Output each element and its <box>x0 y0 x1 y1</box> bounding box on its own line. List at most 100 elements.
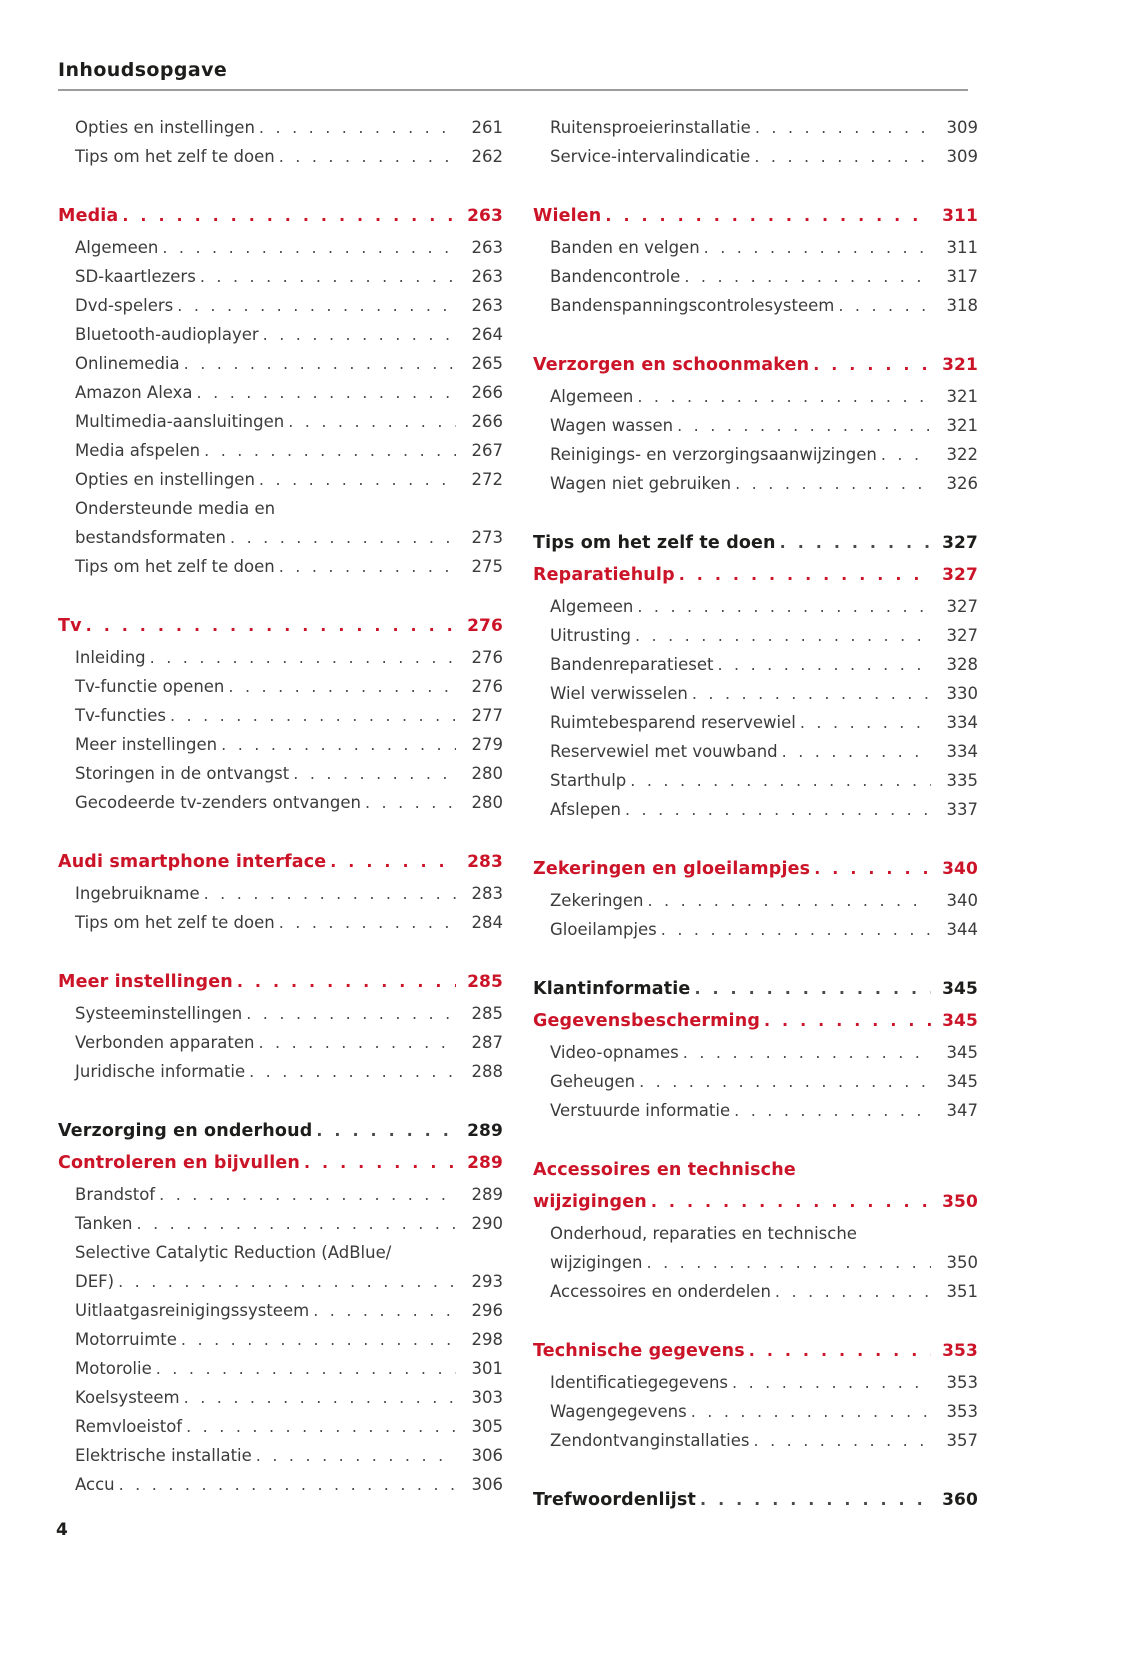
toc-entry-item[interactable]: Verbonden apparaten. . . . . . . . . . .… <box>58 1034 503 1064</box>
toc-entry-item[interactable]: Wagen niet gebruiken. . . . . . . . . . … <box>533 475 978 505</box>
toc-entry-item[interactable]: Tv-functie openen. . . . . . . . . . . .… <box>58 678 503 708</box>
toc-entry-item[interactable]: Motorolie. . . . . . . . . . . . . . . .… <box>58 1360 503 1390</box>
toc-entry-item[interactable]: Tips om het zelf te doen. . . . . . . . … <box>58 148 503 178</box>
toc-entry-item[interactable]: Onlinemedia. . . . . . . . . . . . . . .… <box>58 355 503 385</box>
toc-entry-item[interactable]: Gecodeerde tv-zenders ontvangen. . . . .… <box>58 794 503 824</box>
toc-entry-item[interactable]: Tanken. . . . . . . . . . . . . . . . . … <box>58 1215 503 1245</box>
toc-entry-item[interactable]: Opties en instellingen. . . . . . . . . … <box>58 471 503 501</box>
toc-entry-item[interactable]: Bandenreparatieset. . . . . . . . . . . … <box>533 656 978 686</box>
toc-entry-section[interactable]: Zekeringen en gloeilampjes. . . . . . . … <box>533 860 978 893</box>
toc-entry-item[interactable]: wijzigingen. . . . . . . . . . . . . . .… <box>533 1254 978 1284</box>
toc-entry-section[interactable]: Tv. . . . . . . . . . . . . . . . . . . … <box>58 617 503 650</box>
toc-entry-item[interactable]: Amazon Alexa. . . . . . . . . . . . . . … <box>58 384 503 414</box>
toc-entry-item[interactable]: Bandencontrole. . . . . . . . . . . . . … <box>533 268 978 298</box>
toc-entry-item[interactable]: Bluetooth-audioplayer. . . . . . . . . .… <box>58 326 503 356</box>
toc-entry-item[interactable]: Elektrische installatie. . . . . . . . .… <box>58 1446 504 1477</box>
toc-entry-item[interactable]: Motorruimte. . . . . . . . . . . . . . .… <box>58 1331 503 1361</box>
toc-entry-item[interactable]: Brandstof. . . . . . . . . . . . . . . .… <box>58 1186 503 1216</box>
toc-entry-item[interactable]: Uitlaatgasreinigingssysteem. . . . . . .… <box>58 1302 503 1332</box>
leader-dots: . . . . . . . . . . . . . . . . . . . . … <box>316 1123 456 1139</box>
toc-entry-item[interactable]: Verstuurde informatie. . . . . . . . . .… <box>533 1102 978 1132</box>
toc-entry-item[interactable]: Inleiding. . . . . . . . . . . . . . . .… <box>58 649 503 679</box>
toc-entry-chapter[interactable]: Trefwoordenlijst. . . . . . . . . . . . … <box>533 1491 978 1524</box>
toc-entry-item[interactable]: Accessoires en onderdelen. . . . . . . .… <box>533 1283 978 1313</box>
toc-entry-item[interactable]: Gloeilampjes. . . . . . . . . . . . . . … <box>533 921 978 951</box>
toc-entry-item[interactable]: Tv-functies. . . . . . . . . . . . . . .… <box>58 707 503 737</box>
toc-entry-item[interactable]: Zekeringen. . . . . . . . . . . . . . . … <box>533 892 978 922</box>
toc-entry-page: 285 <box>467 972 503 992</box>
toc-entry-item[interactable]: Geheugen. . . . . . . . . . . . . . . . … <box>533 1073 978 1103</box>
toc-entry-item[interactable]: Tips om het zelf te doen. . . . . . . . … <box>58 558 503 588</box>
toc-entry-item[interactable]: Banden en velgen. . . . . . . . . . . . … <box>533 239 978 269</box>
toc-entry-item[interactable]: Accu. . . . . . . . . . . . . . . . . . … <box>58 1476 503 1506</box>
toc-entry-page: 306 <box>471 1446 504 1465</box>
toc-entry-label: Accessoires en technische <box>533 1160 796 1180</box>
toc-entry-chapter[interactable]: Tips om het zelf te doen. . . . . . . . … <box>533 534 978 567</box>
leader-dots: . . . . . . . . . . . . . . . . . . . . … <box>813 357 931 373</box>
toc-entry-page: 327 <box>946 626 979 645</box>
toc-entry-item[interactable]: Opties en instellingen. . . . . . . . . … <box>58 119 503 149</box>
leader-dots: . . . . . . . . . . . . . . . . . . . . … <box>690 1404 931 1420</box>
toc-entry-page: 322 <box>946 445 979 464</box>
toc-entry-item[interactable]: Algemeen. . . . . . . . . . . . . . . . … <box>58 239 503 269</box>
toc-entry-item[interactable]: Uitrusting. . . . . . . . . . . . . . . … <box>533 626 979 657</box>
toc-entry-page: 345 <box>946 1043 979 1062</box>
toc-entry-item[interactable]: Ruimtebesparend reservewiel. . . . . . .… <box>533 713 979 744</box>
toc-entry-item[interactable]: SD-kaartlezers. . . . . . . . . . . . . … <box>58 268 503 298</box>
toc-entry-item[interactable]: Ruitensproeierinstallatie. . . . . . . .… <box>533 119 978 149</box>
toc-entry-section[interactable]: Wielen. . . . . . . . . . . . . . . . . … <box>533 207 978 240</box>
toc-entry-section[interactable]: Meer instellingen. . . . . . . . . . . .… <box>58 972 503 1006</box>
toc-entry-item[interactable]: Service-intervalindicatie. . . . . . . .… <box>533 148 978 178</box>
toc-entry-item[interactable]: bestandsformaten. . . . . . . . . . . . … <box>58 528 503 559</box>
toc-entry-section[interactable]: Reparatiehulp. . . . . . . . . . . . . .… <box>533 566 978 599</box>
toc-entry-section[interactable]: Gegevensbescherming. . . . . . . . . . .… <box>533 1012 978 1045</box>
toc-entry-item[interactable]: Onderhoud, reparaties en technische. . .… <box>533 1225 978 1255</box>
toc-entry-item[interactable]: Ingebruikname. . . . . . . . . . . . . .… <box>58 885 503 915</box>
toc-entry-item[interactable]: Reinigings- en verzorgingsaanwijzingen. … <box>533 445 979 476</box>
toc-entry-item[interactable]: Wagen wassen. . . . . . . . . . . . . . … <box>533 416 979 447</box>
toc-entry-section[interactable]: Accessoires en technische. . . . . . . .… <box>533 1160 978 1194</box>
toc-entry-item[interactable]: Wagengegevens. . . . . . . . . . . . . .… <box>533 1403 978 1433</box>
toc-entry-item[interactable]: Algemeen. . . . . . . . . . . . . . . . … <box>533 388 978 418</box>
toc-entry-item[interactable]: Multimedia-aansluitingen. . . . . . . . … <box>58 413 503 443</box>
toc-entry-item[interactable]: Media afspelen. . . . . . . . . . . . . … <box>58 442 503 472</box>
toc-entry-item[interactable]: Koelsysteem. . . . . . . . . . . . . . .… <box>58 1389 503 1419</box>
toc-entry-item[interactable]: Meer instellingen. . . . . . . . . . . .… <box>58 736 503 766</box>
toc-entry-item[interactable]: Dvd-spelers. . . . . . . . . . . . . . .… <box>58 297 503 327</box>
leader-dots: . . . . . . . . . . . . . . . . . . . . … <box>637 389 931 405</box>
toc-entry-item[interactable]: Bandenspanningscontrolesysteem. . . . . … <box>533 297 978 327</box>
toc-entry-item[interactable]: Selective Catalytic Reduction (AdBlue/. … <box>58 1244 503 1274</box>
toc-entry-section[interactable]: wijzigingen. . . . . . . . . . . . . . .… <box>533 1193 978 1226</box>
leader-dots: . . . . . . . . . . . . . . . . . . . . … <box>639 1074 931 1090</box>
toc-entry-label: bestandsformaten <box>75 528 226 547</box>
toc-entry-item[interactable]: Video-opnames. . . . . . . . . . . . . .… <box>533 1043 979 1074</box>
toc-entry-item[interactable]: Starthulp. . . . . . . . . . . . . . . .… <box>533 772 978 802</box>
toc-entry-page: 321 <box>946 416 979 435</box>
toc-entry-chapter[interactable]: Verzorging en onderhoud. . . . . . . . .… <box>58 1122 503 1155</box>
toc-entry-item[interactable]: Remvloeistof. . . . . . . . . . . . . . … <box>58 1418 503 1448</box>
toc-entry-page: 334 <box>946 742 979 761</box>
toc-entry-item[interactable]: DEF). . . . . . . . . . . . . . . . . . … <box>58 1273 503 1303</box>
toc-entry-section[interactable]: Audi smartphone interface. . . . . . . .… <box>58 853 503 886</box>
leader-dots: . . . . . . . . . . . . . . . . . . . . … <box>159 1187 456 1203</box>
toc-entry-section[interactable]: Verzorgen en schoonmaken. . . . . . . . … <box>533 356 978 389</box>
toc-entry-page: 334 <box>946 713 979 732</box>
toc-entry-item[interactable]: Zendontvanginstallaties. . . . . . . . .… <box>533 1432 978 1462</box>
toc-entry-section[interactable]: Controleren en bijvullen. . . . . . . . … <box>58 1153 503 1187</box>
toc-entry-item[interactable]: Tips om het zelf te doen. . . . . . . . … <box>58 914 503 944</box>
toc-entry-section[interactable]: Media. . . . . . . . . . . . . . . . . .… <box>58 207 503 240</box>
toc-entry-page: 327 <box>946 597 979 616</box>
toc-entry-section[interactable]: Technische gegevens. . . . . . . . . . .… <box>533 1342 978 1375</box>
toc-entry-item[interactable]: Juridische informatie. . . . . . . . . .… <box>58 1063 503 1093</box>
toc-entry-item[interactable]: Storingen in de ontvangst. . . . . . . .… <box>58 765 503 795</box>
toc-entry-label: Meer instellingen <box>58 972 233 992</box>
toc-entry-item[interactable]: Reservewiel met vouwband. . . . . . . . … <box>533 742 979 773</box>
toc-entry-item[interactable]: Algemeen. . . . . . . . . . . . . . . . … <box>533 597 979 628</box>
toc-entry-item[interactable]: Identificatiegegevens. . . . . . . . . .… <box>533 1374 978 1404</box>
toc-entry-item[interactable]: Ondersteunde media en. . . . . . . . . .… <box>58 500 503 530</box>
toc-entry-item[interactable]: Systeeminstellingen. . . . . . . . . . .… <box>58 1005 503 1035</box>
toc-entry-item[interactable]: Wiel verwisselen. . . . . . . . . . . . … <box>533 685 978 715</box>
toc-entry-item[interactable]: Afslepen. . . . . . . . . . . . . . . . … <box>533 801 978 831</box>
toc-entry-label: Controleren en bijvullen <box>58 1153 300 1173</box>
toc-entry-chapter[interactable]: Klantinformatie. . . . . . . . . . . . .… <box>533 980 978 1013</box>
